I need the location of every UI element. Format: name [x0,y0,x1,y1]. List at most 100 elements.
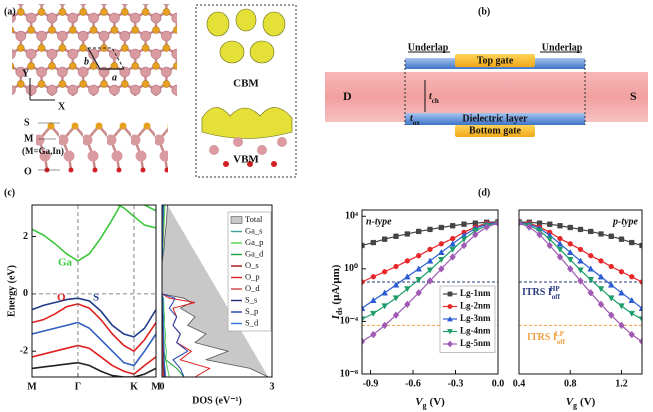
y-tick-label: 2 [23,231,28,242]
legend-label: O_d [245,283,260,293]
data-point [629,274,635,280]
panel-subtitle: n-type [366,216,392,227]
data-point [577,257,584,264]
data-point [438,257,445,264]
data-point [618,236,625,242]
data-point [546,236,554,243]
data-point [607,281,615,288]
data-point [598,231,604,237]
data-point [639,242,642,249]
data-point [597,300,605,309]
label-main: t [410,113,414,124]
y-axis-label: Ids (μA/μm) [330,264,345,320]
thickness-label: tch [429,91,439,104]
data-point [608,263,614,270]
bottom-gate [455,125,535,137]
legend-label: S_p [245,306,258,316]
y-tick-label: 10⁰ [344,263,358,274]
data-point [393,263,399,270]
legend-label: O_s [245,260,259,270]
data-point [404,231,410,237]
y-tick-label: -2 [20,345,28,356]
data-point [557,223,563,229]
data-point [404,286,411,293]
data-point [415,265,422,272]
data-point [618,303,625,310]
orbital-label: CBM [233,78,259,90]
data-point [426,267,434,274]
annotation-sup: HP [550,285,560,293]
data-point [472,230,479,239]
lattice-top-view [12,4,177,96]
data-point [628,330,635,339]
data-point [494,219,498,227]
label-sub: g [423,401,427,410]
x-tick-label: 0.4 [513,378,526,389]
data-point [450,223,456,229]
series-line [32,205,156,262]
x-tick-label: 0 [160,381,165,392]
series-line [32,297,156,338]
legend-marker [447,316,453,322]
series-line [32,303,156,353]
lattice-side-view [36,118,168,178]
data-point [427,246,433,253]
data-point [415,289,422,297]
x-axis-label: Vg (V) [415,396,445,411]
data-point [526,223,533,231]
data-point [460,236,468,243]
data-point [370,330,377,339]
data-point [628,310,636,317]
data-point [362,279,365,285]
annotation-sub: off [552,293,561,301]
data-point [557,235,563,242]
label-main: t [429,91,433,102]
data-point [415,277,422,284]
annotation: ITRS IoffLP [527,330,566,346]
plot-area [362,218,498,346]
data-point [577,226,584,233]
panel-label: (b) [478,6,490,17]
y-tick-label: 10⁻⁴ [340,316,358,327]
x-axis-label: DOS (eV⁻¹) [192,395,242,406]
orbital-atoms [209,137,287,167]
data-point [607,295,615,302]
legend-marker [447,340,453,348]
plot-frame [161,204,273,378]
data-point [536,220,543,226]
top-gate [455,54,535,67]
axis-label: X [58,101,66,112]
legend-label: S_s [245,294,257,304]
series-line [32,344,156,376]
data-point [638,316,642,323]
terminal-label: D [343,89,352,103]
label-sub: g [573,401,577,410]
data-point [577,246,584,253]
annotation-sup: LP [555,330,565,338]
data-point [556,246,564,253]
y-tick-label: 10⁻⁸ [340,368,358,379]
panel-subtitle: p-type [612,216,639,227]
data-point [556,253,564,261]
series-line [32,361,156,377]
data-point [370,310,377,317]
data-point [577,277,584,285]
data-point [438,265,445,273]
label-main: V [415,396,424,408]
data-point [416,253,422,259]
vbm-isosurface [201,107,293,139]
data-point [426,257,434,264]
annotation-text: ITRS I [527,332,557,343]
cbm-isosurface [206,8,286,64]
x-tick-label: M [27,381,37,392]
data-point [461,221,467,227]
data-point [638,304,642,311]
plot-area [519,218,642,346]
dos-area [162,205,269,377]
x-tick-label: 1.2 [615,378,628,389]
terminal-label: S [630,89,637,103]
x-tick-label: -0.6 [405,378,421,389]
data-point [597,286,605,293]
data-point [370,296,377,304]
data-point [629,239,635,246]
